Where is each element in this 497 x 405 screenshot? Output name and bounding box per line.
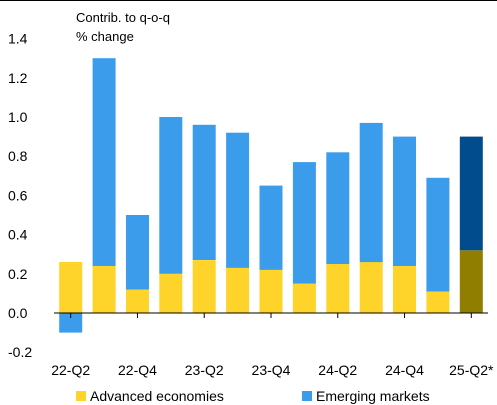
x-tick-label: 23-Q4 bbox=[252, 362, 291, 378]
x-tick-label: 25-Q2* bbox=[449, 362, 494, 378]
bar-emerging bbox=[192, 124, 216, 260]
legend-label-advanced: Advanced economies bbox=[90, 388, 224, 404]
y-tick-label: -0.2 bbox=[8, 344, 32, 360]
bar-emerging bbox=[359, 122, 383, 263]
y-tick-label: 0.8 bbox=[8, 148, 28, 164]
y-tick-label: 0.0 bbox=[8, 305, 28, 321]
bar-advanced bbox=[126, 289, 149, 313]
x-tick-label: 22-Q4 bbox=[118, 362, 157, 378]
y-tick-label: 1.2 bbox=[8, 70, 28, 86]
y-tick-label: 0.4 bbox=[8, 227, 28, 243]
bar-advanced bbox=[426, 291, 450, 313]
y-axis-title-line: Contrib. to q-o-q bbox=[76, 10, 170, 25]
bar-advanced bbox=[59, 262, 83, 313]
legend: Advanced economies Emerging markets bbox=[0, 386, 497, 405]
bar-advanced bbox=[359, 262, 383, 313]
x-tick-label: 24-Q4 bbox=[385, 362, 424, 378]
bar-advanced bbox=[259, 269, 283, 313]
bar-advanced bbox=[192, 260, 216, 313]
bars bbox=[59, 58, 483, 333]
legend-swatch-advanced bbox=[76, 391, 86, 401]
legend-item-emerging: Emerging markets bbox=[302, 388, 430, 404]
bar-emerging bbox=[393, 136, 416, 266]
x-axis-ticks: 22-Q2 22-Q4 23-Q2 23-Q4 24-Q2 24-Q4 25-Q2* bbox=[51, 313, 494, 378]
y-axis-ticks: -0.2 0.0 0.2 0.4 0.6 0.8 1.0 1.2 1.4 bbox=[8, 31, 32, 361]
y-tick-label: 1.4 bbox=[8, 31, 28, 47]
bar-advanced bbox=[326, 264, 350, 313]
bar-emerging bbox=[259, 185, 283, 270]
bar-advanced bbox=[393, 266, 416, 313]
bar-advanced bbox=[92, 266, 116, 313]
y-tick-label: 0.6 bbox=[8, 187, 28, 203]
x-tick-label: 23-Q2 bbox=[185, 362, 224, 378]
x-tick-label: 24-Q2 bbox=[318, 362, 357, 378]
y-tick-label: 0.2 bbox=[8, 266, 28, 282]
legend-item-advanced: Advanced economies bbox=[76, 388, 224, 404]
stacked-bar-chart: Contrib. to q-o-q % change -0.2 0.0 0.2 0.4 0… bbox=[0, 0, 497, 378]
y-tick-label: 1.0 bbox=[8, 109, 28, 125]
bar-emerging bbox=[126, 215, 149, 290]
legend-label-emerging: Emerging markets bbox=[316, 388, 430, 404]
bar-advanced bbox=[292, 283, 316, 313]
y-axis-title: Contrib. to q-o-q % change bbox=[76, 10, 170, 44]
bar-emerging bbox=[459, 136, 483, 251]
y-axis-title-line: % change bbox=[76, 29, 134, 44]
x-tick-label: 22-Q2 bbox=[51, 362, 90, 378]
bar-emerging bbox=[226, 132, 250, 268]
bar-emerging bbox=[59, 313, 83, 333]
bar-emerging bbox=[326, 152, 350, 264]
bar-advanced bbox=[226, 267, 250, 313]
bar-emerging bbox=[292, 162, 316, 284]
bar-advanced bbox=[159, 273, 183, 313]
bar-emerging bbox=[159, 117, 183, 274]
bar-advanced bbox=[459, 250, 483, 313]
bar-emerging bbox=[426, 177, 450, 292]
legend-swatch-emerging bbox=[302, 391, 312, 401]
bar-emerging bbox=[92, 58, 116, 267]
